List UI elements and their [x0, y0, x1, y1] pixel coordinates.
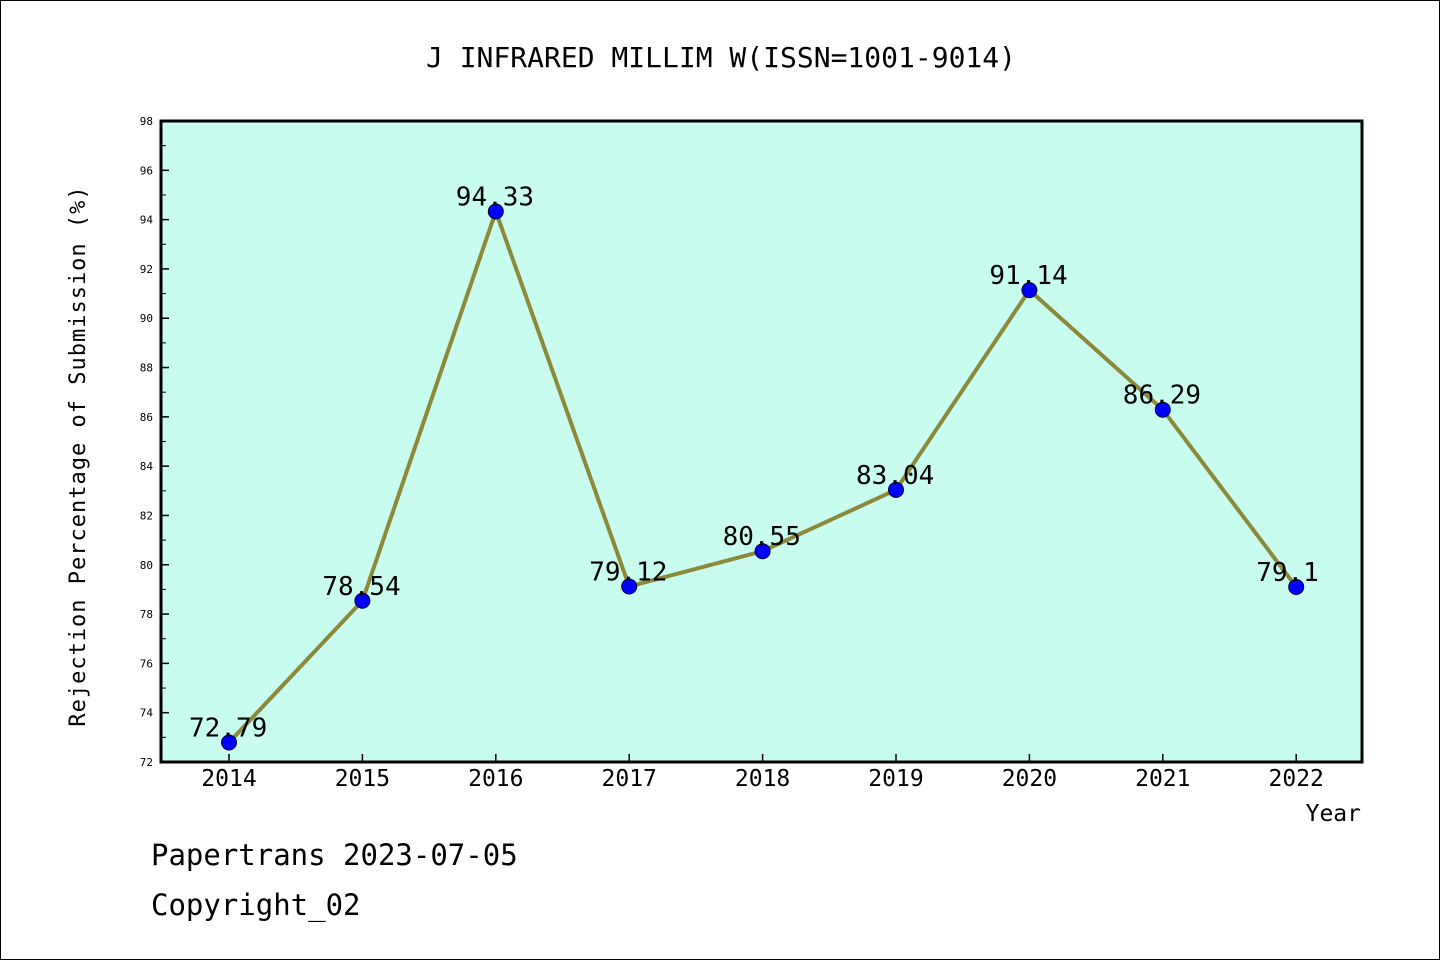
y-tick-label: 94: [140, 214, 154, 227]
data-point-2021: [1154, 401, 1171, 418]
data-label-2018: 80.55: [723, 522, 801, 552]
x-axis-label: Year: [1306, 801, 1361, 827]
data-point-2019: [888, 481, 904, 498]
data-point-2018: [754, 543, 771, 560]
plot-area: [159, 119, 1364, 764]
data-label-2017: 79.12: [589, 557, 667, 587]
data-point-2022: [1288, 578, 1305, 595]
footer-source: Papertrans 2023-07-05: [151, 838, 518, 872]
y-tick-label: 96: [140, 164, 153, 177]
y-tick-label: 78: [140, 608, 153, 621]
y-axis-label: Rejection Percentage of Submission (%): [66, 185, 91, 726]
chart-title: J INFRARED MILLIM W(ISSN=1001-9014): [426, 41, 1016, 74]
y-tick-label: 84: [140, 460, 154, 473]
data-point-2020: [1021, 282, 1038, 299]
data-point-2017: [621, 578, 638, 595]
y-tick-label: 88: [140, 362, 153, 375]
y-axis-ticks: 72 74 76 78 80 82 84 86 88 90 92 94 96 98: [140, 115, 169, 769]
y-tick-label: 98: [140, 115, 153, 128]
series-line-group: [221, 203, 1305, 751]
x-tick-label: 2021: [1135, 766, 1190, 792]
data-label-2019: 83.04: [856, 461, 934, 491]
x-axis-ticks: 2014 2015 2016 2017 2018 2019 2020 2021 2022: [201, 754, 1324, 792]
y-tick-label: 74: [140, 707, 154, 720]
data-labels-group: 72.79 78.54 94.33 79.12 80.55 83.04 91.14 86.29…: [189, 182, 1319, 743]
x-tick-label: 2014: [201, 766, 256, 792]
y-tick-label: 80: [140, 559, 153, 572]
y-tick-label: 92: [140, 263, 153, 276]
x-tick-label: 2019: [868, 766, 923, 792]
data-label-2022: 79.1: [1256, 558, 1319, 588]
y-tick-label: 72: [140, 756, 153, 769]
x-tick-label: 2020: [1002, 766, 1057, 792]
data-point-2015: [354, 592, 371, 609]
x-tick-label: 2015: [335, 766, 390, 792]
data-point-2014: [221, 734, 237, 751]
data-label-2021: 86.29: [1123, 381, 1201, 411]
y-tick-label: 76: [140, 657, 153, 670]
y-tick-label: 86: [140, 411, 153, 424]
y-tick-label: 82: [140, 509, 153, 522]
x-tick-label: 2018: [735, 766, 790, 792]
data-label-2014: 72.79: [189, 714, 267, 744]
data-label-2016: 94.33: [456, 182, 534, 212]
x-tick-label: 2017: [602, 766, 657, 792]
data-label-2015: 78.54: [322, 572, 400, 602]
y-tick-label: 90: [140, 312, 153, 325]
data-label-2020: 91.14: [989, 261, 1067, 291]
data-point-2016: [487, 203, 504, 220]
x-tick-label: 2016: [468, 766, 523, 792]
footer-copyright: Copyright_02: [151, 888, 361, 923]
x-tick-label: 2022: [1269, 766, 1324, 792]
